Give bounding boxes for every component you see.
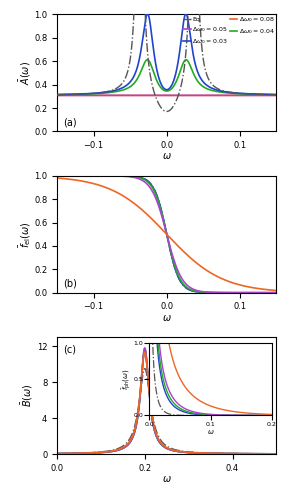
X-axis label: $\omega$: $\omega$ <box>162 313 172 323</box>
Text: (c): (c) <box>64 344 77 354</box>
Y-axis label: $\bar{A}(\omega)$: $\bar{A}(\omega)$ <box>18 61 33 85</box>
Y-axis label: $\bar{B}(\omega)$: $\bar{B}(\omega)$ <box>20 384 35 407</box>
Legend: Eq, $\Delta\omega_0=0.05$, $\Delta\omega_0=0.03$, $\Delta\omega_0=0.08$, $\Delta: Eq, $\Delta\omega_0=0.05$, $\Delta\omega… <box>182 14 276 46</box>
X-axis label: $\omega$: $\omega$ <box>162 474 172 483</box>
Text: (b): (b) <box>64 279 78 289</box>
Text: (a): (a) <box>64 117 77 128</box>
X-axis label: $\omega$: $\omega$ <box>162 152 172 161</box>
Y-axis label: $\bar{f}_{\mathrm{el}}(\omega)$: $\bar{f}_{\mathrm{el}}(\omega)$ <box>17 221 33 248</box>
